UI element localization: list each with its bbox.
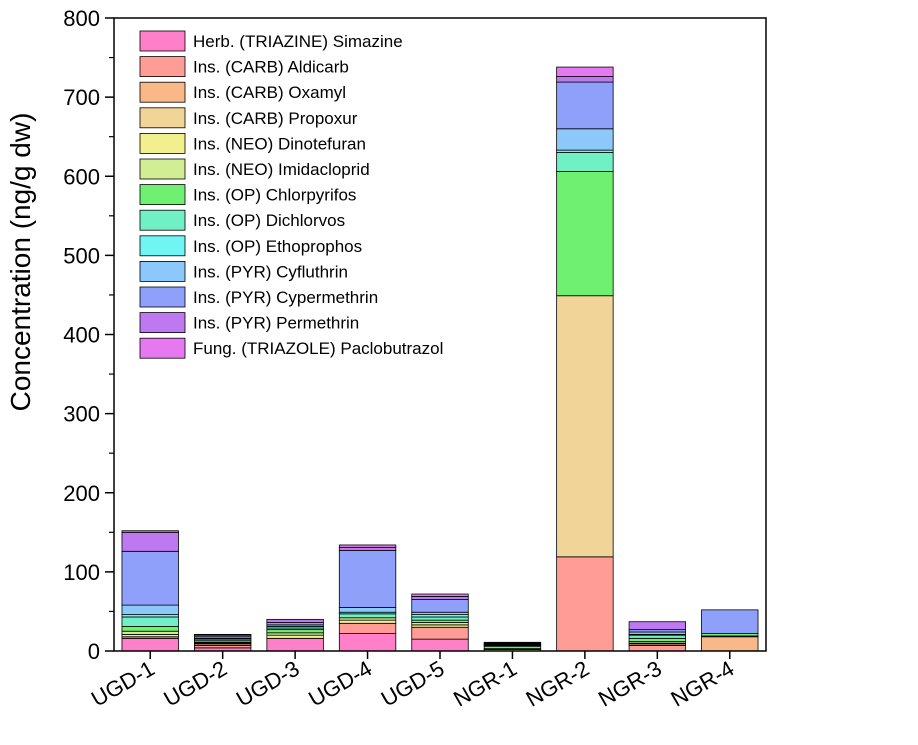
legend-swatch — [139, 132, 186, 154]
bar-segment-ngr-2-s1 — [556, 556, 614, 652]
y-axis-label: Concentration (ng/g dw) — [5, 113, 36, 412]
bar-segment-ugd-1-s6 — [121, 626, 179, 632]
bar-segment-ngr-3-s6 — [628, 637, 686, 642]
x-category-label: NGR-3 — [594, 656, 666, 712]
bar-segment-ugd-4-s1 — [338, 622, 397, 634]
bar-segment-ugd-4-s9 — [338, 607, 397, 613]
bar-segment-ugd-1-s11 — [121, 531, 179, 552]
bar-segment-ugd-4-s7 — [338, 613, 397, 619]
legend-label: Ins. (OP) Chlorpyrifos — [193, 186, 356, 205]
legend-swatch — [139, 158, 186, 180]
bar-segment-ngr-4-s10 — [701, 609, 759, 634]
bar-segment-ngr-3-s11 — [628, 621, 686, 631]
bar-segment-ugd-4-s12 — [338, 544, 397, 548]
bar-segment-ugd-5-s10 — [411, 599, 469, 613]
x-category-label: UGD-1 — [87, 656, 159, 712]
bar-segment-ngr-3-s1 — [628, 645, 686, 652]
y-tick-label: 600 — [63, 164, 100, 189]
x-category-label: NGR-4 — [666, 656, 738, 712]
bar-segment-ugd-3-s0 — [266, 637, 324, 652]
legend-label: Herb. (TRIAZINE) Simazine — [193, 32, 403, 51]
legend-label: Ins. (PYR) Permethrin — [193, 314, 359, 333]
legend-label: Ins. (PYR) Cypermethrin — [193, 288, 378, 307]
x-category-label: UGD-4 — [304, 656, 376, 712]
legend-swatch — [139, 81, 186, 103]
bar-segment-ugd-3-s11 — [266, 618, 324, 623]
legend-label: Ins. (OP) Dichlorvos — [193, 211, 345, 230]
x-category-label: UGD-2 — [159, 656, 231, 712]
bar-segment-ngr-2-s9 — [556, 128, 614, 151]
bar-segment-ngr-2-s6 — [556, 171, 614, 297]
bar-segment-ngr-2-s10 — [556, 81, 614, 130]
bar-segment-ugd-5-s1 — [411, 626, 469, 640]
legend-label: Ins. (CARB) Oxamyl — [193, 83, 346, 102]
bar-segment-ugd-5-s7 — [411, 616, 469, 621]
legend: Herb. (TRIAZINE) Simazine Ins. (CARB) Ald… — [139, 30, 443, 359]
bar-segment-ngr-2-s12 — [556, 66, 614, 77]
x-categories-layer: UGD-1 UGD-2 UGD-3 UGD-4 UGD-5 NGR-1 NGR-2 NGR-3… — [87, 651, 738, 712]
y-ticks-layer: 0 100 200 300 400 500 600 700 800 — [63, 6, 114, 664]
y-tick-label: 0 — [88, 639, 100, 664]
bar-segment-ugd-4-s0 — [338, 633, 397, 652]
legend-swatch — [139, 337, 186, 359]
bars-layer — [121, 66, 759, 652]
bar-segment-ugd-1-s5 — [121, 630, 179, 635]
legend-swatch — [139, 107, 186, 129]
legend-swatch — [139, 260, 186, 282]
y-tick-label: 800 — [63, 6, 100, 31]
legend-swatch — [139, 286, 186, 308]
bar-segment-ugd-3-s4 — [266, 634, 324, 639]
y-tick-label: 300 — [63, 402, 100, 427]
legend-swatch — [139, 312, 186, 334]
bar-segment-ugd-4-s4 — [338, 619, 397, 624]
bar-segment-ugd-1-s7 — [121, 616, 179, 627]
legend-label: Ins. (NEO) Dinotefuran — [193, 134, 366, 153]
x-category-label: UGD-3 — [232, 656, 304, 712]
bar-segment-ngr-1-s11 — [483, 641, 542, 644]
y-tick-label: 100 — [63, 560, 100, 585]
bar-segment-ngr-3-s7 — [628, 634, 686, 639]
bar-segment-ugd-1-s0 — [121, 637, 179, 652]
bar-segment-ugd-2-s11 — [194, 633, 252, 636]
x-category-label: UGD-5 — [377, 656, 449, 712]
bar-segment-ugd-4-s10 — [338, 550, 397, 608]
legend-label: Ins. (PYR) Cyfluthrin — [193, 262, 348, 281]
legend-swatch — [139, 235, 186, 257]
bar-segment-ugd-4-s11 — [338, 546, 397, 551]
bar-segment-ngr-2-s3 — [556, 295, 614, 558]
bar-segment-ugd-1-s9 — [121, 604, 179, 616]
bar-segment-ugd-1-s12 — [121, 530, 179, 533]
y-tick-label: 200 — [63, 481, 100, 506]
y-tick-label: 700 — [63, 85, 100, 110]
legend-label: Ins. (NEO) Imidacloprid — [193, 160, 370, 179]
bar-segment-ngr-2-s7 — [556, 152, 614, 172]
x-category-label: NGR-1 — [449, 656, 521, 712]
x-category-label: NGR-2 — [522, 656, 594, 712]
bar-segment-ugd-1-s10 — [121, 550, 179, 606]
legend-swatch — [139, 209, 186, 231]
legend-label: Ins. (CARB) Aldicarb — [193, 58, 349, 77]
bar-segment-ugd-5-s11 — [411, 596, 469, 600]
legend-label: Ins. (OP) Ethoprophos — [193, 237, 362, 256]
y-tick-label: 400 — [63, 323, 100, 348]
legend-label: Ins. (CARB) Propoxur — [193, 109, 358, 128]
bar-segment-ugd-5-s12 — [411, 593, 469, 597]
bar-segment-ugd-5-s0 — [411, 638, 469, 652]
bar-segment-ngr-4-s2 — [701, 636, 759, 652]
legend-swatch — [139, 184, 186, 206]
legend-swatch — [139, 56, 186, 77]
bar-segment-ugd-3-s6 — [266, 629, 324, 634]
legend-label: Fung. (TRIAZOLE) Paclobutrazol — [193, 339, 443, 358]
legend-swatch — [139, 30, 186, 52]
bar-segment-ngr-2-s11 — [556, 76, 614, 83]
y-tick-label: 500 — [63, 243, 100, 268]
